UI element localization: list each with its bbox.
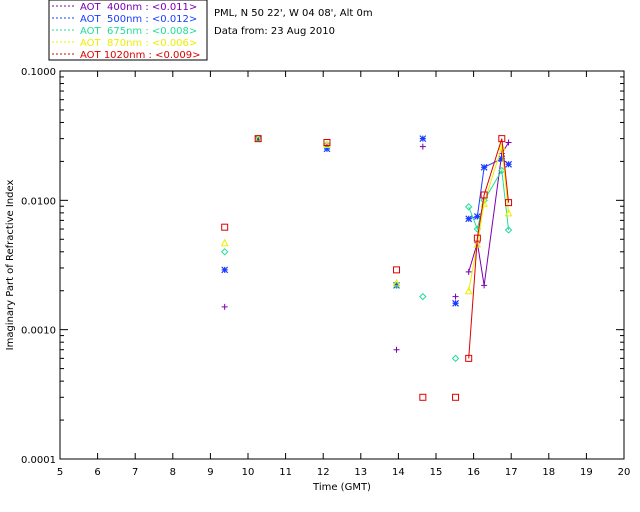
data-point (419, 393, 427, 401)
data-point (452, 293, 459, 300)
series-aot-870nm (220, 134, 513, 295)
x-tick-label: 12 (317, 467, 330, 478)
data-point (473, 213, 481, 220)
x-tick-label: 8 (170, 467, 176, 478)
data-point (393, 281, 400, 289)
data-point (254, 135, 262, 143)
data-point (504, 226, 513, 234)
data-point (505, 139, 512, 146)
legend-entry: AOT 1020nm : <0.009> (80, 50, 200, 61)
data-point (323, 145, 331, 153)
x-tick-label: 20 (618, 467, 631, 478)
legend-entry: AOT 870nm : <0.006> (80, 38, 197, 49)
data-point (473, 234, 481, 242)
y-tick-label: 0.1000 (21, 67, 56, 78)
data-point (465, 354, 473, 362)
data-point (505, 160, 512, 168)
y-tick-label: 0.0001 (21, 455, 56, 466)
date-info: Data from: 23 Aug 2010 (214, 26, 335, 37)
axis-ticks (59, 70, 625, 460)
x-tick-label: 14 (392, 467, 405, 478)
x-tick-label: 17 (505, 467, 518, 478)
x-tick-label: 18 (542, 467, 555, 478)
data-point (498, 135, 506, 143)
x-tick-label: 16 (467, 467, 480, 478)
data-point (465, 203, 473, 211)
legend-entry: AOT 500nm : <0.012> (80, 14, 197, 25)
x-tick-label: 15 (430, 467, 443, 478)
data-point (419, 135, 427, 143)
x-tick-label: 19 (580, 467, 593, 478)
data-point (465, 268, 472, 275)
data-point (465, 215, 473, 223)
data-point (451, 354, 460, 363)
data-point (221, 223, 229, 231)
data-point (452, 393, 460, 401)
x-tick-label: 13 (354, 467, 367, 478)
legend-entry: AOT 400nm : <0.011> (80, 2, 197, 13)
data-point (323, 140, 331, 149)
data-point (220, 248, 229, 256)
series-aot-500nm (221, 135, 512, 307)
series-line (468, 138, 510, 359)
x-axis-label: Time (GMT) (312, 482, 371, 493)
data-point (419, 143, 426, 150)
data-point (464, 286, 473, 295)
data-point (220, 238, 229, 247)
tick-labels: 5 6 7 8 9 10 11 12 13 14 15 16 17 18 19 20 0.1000 0.0100 0… (21, 67, 630, 478)
data-point (393, 266, 401, 274)
site-info: PML, N 50 22', W 04 08', Alt 0m (214, 8, 373, 19)
series-aot-400nm (221, 135, 512, 353)
data-point (221, 266, 229, 274)
data-point (498, 155, 506, 163)
data-point (481, 282, 488, 289)
legend-entry: AOT 675nm : <0.008> (80, 26, 197, 37)
data-point (323, 139, 331, 147)
data-point (505, 199, 513, 207)
legend-box (48, 0, 208, 61)
data-point (452, 299, 459, 307)
data-point (254, 135, 262, 143)
x-tick-label: 7 (132, 467, 138, 478)
y-tick-label: 0.0010 (21, 326, 56, 337)
x-tick-label: 6 (94, 467, 100, 478)
data-point (480, 163, 488, 171)
x-tick-label: 5 (57, 467, 63, 478)
x-tick-label: 10 (242, 467, 255, 478)
data-point (480, 191, 488, 199)
x-tick-label: 11 (279, 467, 292, 478)
data-point (504, 208, 513, 217)
series-aot-1020nm (221, 135, 513, 401)
series-aot-675nm (220, 134, 513, 363)
x-tick-label: 9 (207, 467, 213, 478)
data-point (473, 239, 482, 248)
data-point (497, 142, 506, 151)
data-point (392, 278, 401, 287)
y-axis-label: Imaginary Part of Refractive Index (5, 180, 16, 351)
data-point (419, 292, 427, 301)
data-point (393, 346, 400, 353)
legend: AOT 400nm : <0.011>AOT 500nm : <0.012>AO… (48, 0, 208, 61)
plot-frame (59, 70, 625, 460)
series-line (468, 146, 510, 291)
y-tick-label: 0.0100 (21, 196, 56, 207)
data-point (221, 303, 228, 310)
series-layer (220, 134, 513, 401)
